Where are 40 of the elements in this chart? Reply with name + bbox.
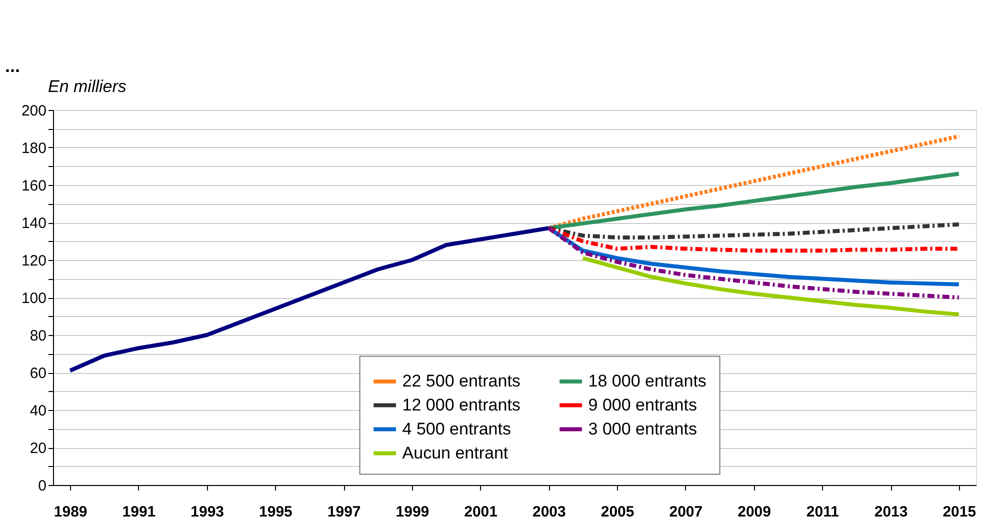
y-tick-label: 160 bbox=[21, 178, 46, 194]
x-tick-label: 2009 bbox=[738, 504, 771, 520]
line-series bbox=[546, 226, 961, 300]
x-tick-label: 2001 bbox=[464, 504, 498, 520]
line-series bbox=[580, 256, 961, 316]
y-tick-label: 80 bbox=[30, 328, 46, 344]
legend-label: 18 000 entrants bbox=[588, 372, 706, 391]
line-series bbox=[68, 226, 551, 373]
x-tick-label: 2011 bbox=[806, 504, 839, 520]
x-tick-label: 2013 bbox=[874, 504, 908, 520]
y-tick-label: 20 bbox=[30, 440, 46, 457]
line-series bbox=[546, 222, 961, 240]
line-series bbox=[546, 172, 961, 230]
y-tick-label: 180 bbox=[21, 140, 46, 157]
x-tick-label: 2007 bbox=[669, 504, 703, 520]
legend-label: 4 500 entrants bbox=[402, 419, 511, 438]
text: ... bbox=[5, 56, 20, 76]
legend-label: Aucun entrant bbox=[402, 443, 508, 462]
legend-label: 9 000 entrants bbox=[588, 395, 697, 414]
y-tick-label: 40 bbox=[30, 402, 46, 420]
y-tick-label: 0 bbox=[38, 478, 46, 494]
x-tick-label: 1991 bbox=[122, 504, 156, 520]
x-tick-label: 1989 bbox=[54, 504, 88, 520]
y-tick-label: 120 bbox=[21, 252, 46, 270]
y-tick-label: 60 bbox=[30, 365, 46, 382]
x-tick-label: 1995 bbox=[259, 504, 292, 520]
line-series bbox=[546, 226, 961, 286]
x-tick-label: 2005 bbox=[600, 504, 634, 520]
x-tick-label: 2003 bbox=[532, 504, 566, 520]
y-axis-title: En milliers bbox=[48, 77, 127, 96]
x-tick-label: 2015 bbox=[942, 504, 976, 520]
x-tick-label: 1999 bbox=[396, 504, 430, 520]
legend-label: 22 500 entrants bbox=[402, 372, 520, 391]
y-tick-label: 200 bbox=[21, 102, 46, 120]
legend-label: 3 000 entrants bbox=[588, 419, 697, 438]
legend-label: 12 000 entrants bbox=[402, 395, 520, 414]
y-tick-label: 100 bbox=[21, 290, 46, 307]
x-tick-label: 1993 bbox=[190, 504, 224, 520]
x-tick-label: 1997 bbox=[327, 504, 361, 520]
y-tick-label: 140 bbox=[21, 215, 46, 232]
